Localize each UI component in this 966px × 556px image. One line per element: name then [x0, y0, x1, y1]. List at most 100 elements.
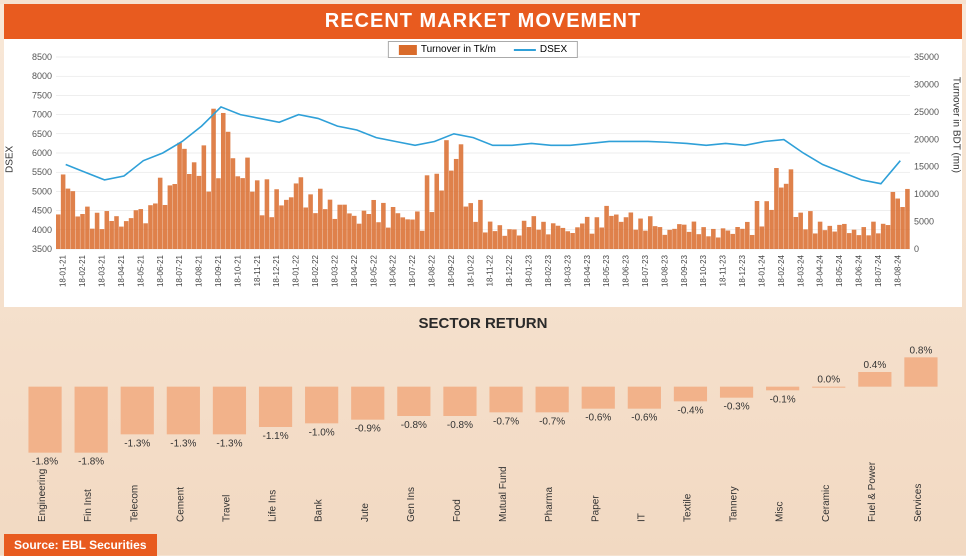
svg-text:Cement: Cement: [175, 487, 186, 522]
svg-text:5000: 5000: [32, 186, 52, 196]
svg-text:4500: 4500: [32, 206, 52, 216]
svg-text:Life Ins: Life Ins: [268, 490, 279, 522]
svg-text:25000: 25000: [914, 107, 939, 117]
svg-text:-0.7%: -0.7%: [539, 416, 565, 427]
svg-text:-0.6%: -0.6%: [631, 413, 657, 424]
svg-text:18-08-24: 18-08-24: [893, 254, 902, 287]
svg-text:8000: 8000: [32, 71, 52, 81]
source-label: Source: EBL Securities: [4, 534, 157, 556]
svg-text:18-04-22: 18-04-22: [350, 254, 359, 287]
svg-text:30000: 30000: [914, 79, 939, 89]
svg-text:Fin Inst: Fin Inst: [83, 489, 94, 522]
svg-text:18-04-21: 18-04-21: [117, 254, 126, 287]
svg-text:0.0%: 0.0%: [817, 375, 840, 386]
svg-text:-0.6%: -0.6%: [585, 413, 611, 424]
svg-text:18-07-23: 18-07-23: [641, 254, 650, 287]
svg-text:18-12-22: 18-12-22: [505, 254, 514, 287]
svg-text:18-01-22: 18-01-22: [292, 254, 301, 287]
svg-text:10000: 10000: [914, 189, 939, 199]
turnover-swatch-icon: [399, 45, 417, 55]
svg-text:-0.7%: -0.7%: [493, 416, 519, 427]
svg-text:18-03-21: 18-03-21: [98, 254, 107, 287]
svg-text:18-10-22: 18-10-22: [466, 254, 475, 287]
svg-text:18-01-23: 18-01-23: [525, 254, 534, 287]
svg-text:Engineering: Engineering: [37, 469, 48, 522]
main-chart-panel: DSEX Turnover in BDT (mn) Turnover in Tk…: [4, 39, 962, 307]
svg-text:Food: Food: [452, 499, 463, 522]
svg-text:18-02-22: 18-02-22: [311, 254, 320, 287]
svg-text:4000: 4000: [32, 225, 52, 235]
legend-turnover: Turnover in Tk/m: [399, 44, 496, 55]
svg-text:-1.3%: -1.3%: [216, 438, 242, 449]
svg-text:18-09-23: 18-09-23: [680, 254, 689, 287]
svg-text:18-12-23: 18-12-23: [738, 254, 747, 287]
svg-text:18-10-23: 18-10-23: [699, 254, 708, 287]
svg-text:18-02-21: 18-02-21: [78, 254, 87, 287]
svg-text:0.4%: 0.4%: [863, 360, 886, 371]
svg-text:18-05-23: 18-05-23: [602, 254, 611, 287]
svg-text:-1.0%: -1.0%: [309, 427, 335, 438]
svg-text:0.8%: 0.8%: [910, 345, 933, 356]
svg-text:-0.3%: -0.3%: [723, 402, 749, 413]
svg-text:18-10-21: 18-10-21: [233, 254, 242, 287]
legend-turnover-label: Turnover in Tk/m: [421, 44, 496, 55]
svg-text:5000: 5000: [914, 217, 934, 227]
svg-text:3500: 3500: [32, 244, 52, 254]
svg-text:18-07-24: 18-07-24: [874, 254, 883, 287]
svg-text:18-08-21: 18-08-21: [195, 254, 204, 287]
svg-text:18-12-21: 18-12-21: [272, 254, 281, 287]
svg-text:0: 0: [914, 244, 919, 254]
svg-text:Pharma: Pharma: [544, 487, 555, 522]
svg-text:18-06-24: 18-06-24: [854, 254, 863, 287]
svg-text:Ceramic: Ceramic: [821, 485, 832, 522]
svg-text:-0.1%: -0.1%: [770, 394, 796, 405]
svg-text:-0.4%: -0.4%: [677, 405, 703, 416]
svg-text:Jute: Jute: [360, 503, 371, 522]
svg-text:18-07-21: 18-07-21: [175, 254, 184, 287]
svg-text:18-05-21: 18-05-21: [136, 254, 145, 287]
svg-text:18-01-24: 18-01-24: [757, 254, 766, 287]
legend: Turnover in Tk/m DSEX: [388, 41, 578, 58]
svg-text:7500: 7500: [32, 90, 52, 100]
svg-text:6000: 6000: [32, 148, 52, 158]
svg-text:-1.3%: -1.3%: [124, 438, 150, 449]
svg-text:18-02-23: 18-02-23: [544, 254, 553, 287]
svg-text:18-04-23: 18-04-23: [583, 254, 592, 287]
svg-text:5500: 5500: [32, 167, 52, 177]
svg-text:-1.1%: -1.1%: [262, 431, 288, 442]
dsex-swatch-icon: [514, 49, 536, 51]
svg-text:18-11-23: 18-11-23: [719, 254, 728, 286]
legend-dsex: DSEX: [514, 44, 567, 55]
svg-text:18-05-22: 18-05-22: [369, 254, 378, 287]
sector-chart-panel: -1.8%Engineering-1.8%Fin Inst-1.3%Teleco…: [4, 338, 962, 528]
svg-text:Travel: Travel: [221, 495, 232, 522]
svg-text:Telecom: Telecom: [129, 485, 140, 522]
y-left-axis-label: DSEX: [5, 146, 16, 173]
svg-text:Gen Ins: Gen Ins: [406, 487, 417, 522]
svg-text:8500: 8500: [32, 52, 52, 62]
svg-text:-0.8%: -0.8%: [447, 420, 473, 431]
legend-dsex-label: DSEX: [540, 44, 567, 55]
svg-text:18-11-21: 18-11-21: [253, 254, 262, 286]
svg-text:18-02-24: 18-02-24: [777, 254, 786, 287]
svg-text:18-07-22: 18-07-22: [408, 254, 417, 287]
svg-text:18-09-21: 18-09-21: [214, 254, 223, 287]
svg-text:18-06-22: 18-06-22: [389, 254, 398, 287]
svg-text:18-03-23: 18-03-23: [563, 254, 572, 287]
svg-text:-0.9%: -0.9%: [355, 424, 381, 435]
svg-text:18-01-21: 18-01-21: [59, 254, 68, 287]
svg-text:18-04-24: 18-04-24: [816, 254, 825, 287]
svg-text:20000: 20000: [914, 134, 939, 144]
svg-text:18-03-24: 18-03-24: [796, 254, 805, 287]
sector-chart-svg: -1.8%Engineering-1.8%Fin Inst-1.3%Teleco…: [4, 338, 962, 528]
y-right-axis-label: Turnover in BDT (mn): [951, 77, 962, 173]
svg-text:Textile: Textile: [682, 493, 693, 522]
svg-text:6500: 6500: [32, 129, 52, 139]
svg-text:IT: IT: [636, 513, 647, 522]
svg-text:-1.8%: -1.8%: [78, 457, 104, 468]
svg-text:15000: 15000: [914, 162, 939, 172]
main-chart-svg: 3500400045005000550060006500700075008000…: [4, 39, 962, 307]
svg-text:-1.8%: -1.8%: [32, 457, 58, 468]
svg-text:18-03-22: 18-03-22: [330, 254, 339, 287]
svg-text:Mutual Fund: Mutual Fund: [498, 466, 509, 522]
